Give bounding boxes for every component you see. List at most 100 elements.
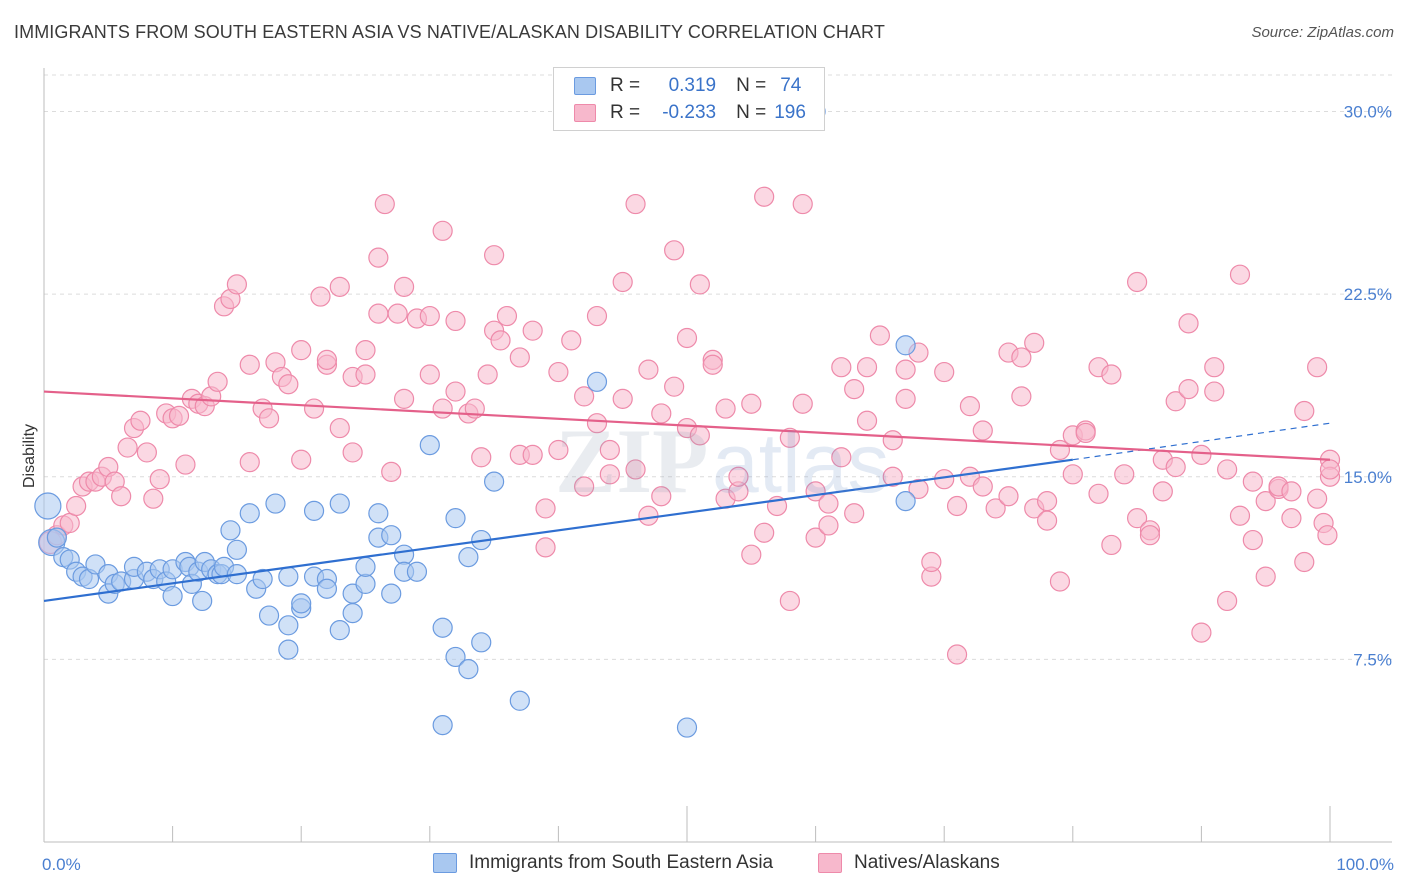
natives-point: [291, 340, 312, 361]
natives-point: [387, 303, 408, 324]
natives-point: [1101, 534, 1122, 556]
immigrants-point: [226, 539, 247, 560]
natives-point: [355, 364, 376, 385]
natives-point: [168, 405, 190, 426]
x-tick-label: 0.0%: [42, 855, 81, 874]
natives-point: [792, 393, 813, 414]
natives-point: [586, 305, 608, 327]
natives-point: [1088, 483, 1109, 504]
source-label: Source: ZipAtlas.com: [1251, 24, 1394, 41]
natives-point: [1204, 381, 1225, 402]
natives-point: [856, 410, 878, 431]
natives-point: [895, 388, 916, 409]
natives-point: [1114, 464, 1135, 485]
natives-point: [728, 466, 749, 487]
natives-point: [432, 398, 453, 419]
natives-point: [445, 310, 466, 332]
x-tick-label: 100.0%: [1336, 855, 1394, 874]
natives-point: [117, 437, 138, 458]
natives-point: [1075, 422, 1096, 444]
natives-point: [329, 276, 350, 297]
natives-point: [490, 330, 511, 351]
bottom-legend-label: Immigrants from South Eastern Asia: [469, 852, 774, 873]
legend-swatch-blue: [574, 77, 596, 95]
natives-point: [1049, 571, 1071, 592]
bottom-legend-natives: Natives/Alaskans: [818, 852, 1000, 874]
natives-point: [393, 388, 415, 409]
natives-point: [805, 527, 826, 548]
natives-point: [985, 498, 1006, 519]
natives-point: [143, 488, 164, 509]
natives-point: [368, 303, 389, 324]
immigrants-point: [258, 605, 280, 626]
immigrants-point: [34, 492, 62, 520]
immigrants-point: [458, 547, 479, 568]
natives-point: [1307, 357, 1328, 378]
natives-point: [831, 357, 852, 378]
natives-point: [419, 364, 440, 385]
natives-point: [239, 354, 260, 375]
natives-point: [1178, 313, 1199, 334]
natives-point: [741, 393, 762, 414]
natives-point: [561, 330, 582, 351]
natives-point: [130, 410, 151, 431]
natives-point: [625, 459, 646, 480]
immigrants-point: [471, 632, 492, 653]
natives-point: [1217, 459, 1238, 480]
immigrants-point: [381, 525, 402, 546]
natives-trend-line: [43, 390, 1331, 461]
natives-point: [111, 486, 132, 507]
natives-point: [1139, 525, 1161, 546]
natives-point: [303, 398, 325, 419]
natives-point: [432, 220, 453, 241]
natives-point: [509, 347, 530, 368]
natives-point: [612, 388, 633, 409]
natives-point: [625, 193, 646, 215]
immigrants-point: [381, 583, 402, 604]
natives-point: [869, 325, 891, 346]
natives-point: [831, 447, 852, 468]
natives-point: [664, 240, 685, 261]
natives-point: [1204, 357, 1225, 378]
immigrants-point: [239, 503, 260, 524]
natives-point: [258, 408, 280, 429]
immigrants-point: [278, 566, 299, 587]
axes: [43, 68, 1392, 843]
legend-n-label: N =: [736, 102, 767, 123]
natives-point: [946, 495, 968, 517]
immigrants-point: [445, 646, 466, 668]
natives-point: [477, 364, 498, 385]
natives-point: [612, 271, 633, 293]
natives-point: [946, 644, 968, 665]
natives-point: [1242, 471, 1263, 492]
natives-point: [651, 486, 672, 507]
immigrants-point: [445, 508, 466, 529]
natives-point: [316, 349, 338, 370]
legend-swatch-pink: [574, 104, 596, 122]
immigrants-point: [46, 527, 67, 548]
trend-lines: [43, 390, 1331, 603]
legend-r-value: 0.319: [668, 75, 717, 96]
natives-point: [1165, 391, 1186, 412]
natives-point: [715, 398, 736, 419]
natives-point: [1294, 400, 1315, 422]
natives-point: [921, 551, 942, 573]
natives-point: [226, 274, 247, 295]
natives-point: [651, 403, 672, 424]
natives-point: [535, 537, 556, 558]
chart-title: IMMIGRANTS FROM SOUTH EASTERN ASIA VS NA…: [14, 22, 885, 42]
natives-point: [844, 503, 865, 524]
natives-point: [471, 447, 492, 468]
natives-point: [355, 340, 376, 361]
bottom-legend-swatch-pink: [818, 853, 842, 873]
immigrants-point: [586, 371, 608, 392]
immigrants-point: [406, 561, 428, 582]
y-axis-label: Disability: [21, 424, 38, 488]
legend-r-label: R =: [610, 75, 641, 96]
natives-point: [329, 417, 350, 439]
immigrants-point: [509, 690, 530, 711]
legend-row-immigrants: R = 0.319 N = 74: [574, 73, 801, 99]
immigrants-point: [432, 715, 453, 736]
natives-point: [548, 439, 569, 461]
